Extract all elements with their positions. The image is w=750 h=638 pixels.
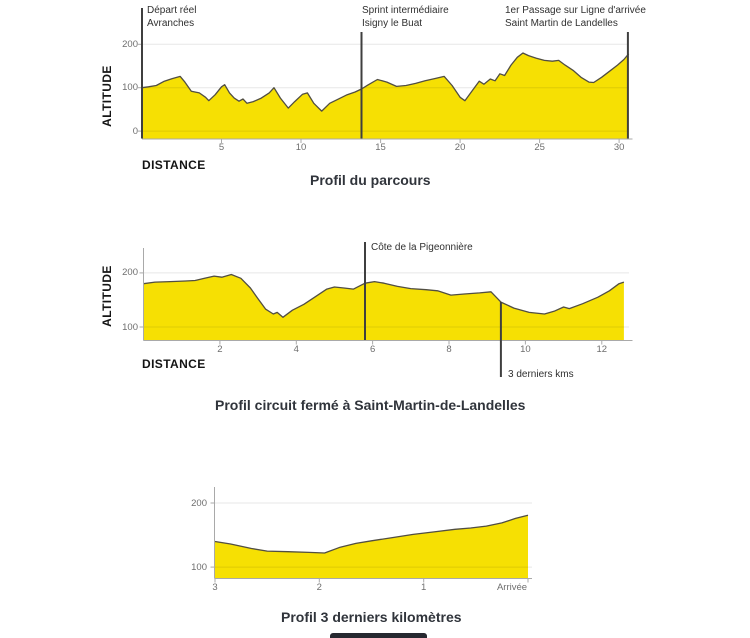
chart1-title: Profil du parcours [310,172,431,188]
chart2-profile-line [143,273,625,318]
chart3-profile-line [214,514,529,554]
chart1-annotation-text-2: 1er Passage sur Ligne d'arrivée Saint Mar… [505,4,646,30]
chart2-annotation-text-0: Côte de la Pigeonnière [371,241,473,254]
chart2-annotation-text-1: 3 derniers kms [508,368,574,381]
chart1-y-tick-label: 0 [132,125,138,137]
chart2-x-tick-label: 2 [217,343,223,355]
chart2-y-tick-label: 100 [122,321,138,333]
chart1-annotation-text-1: Sprint intermédiaire Isigny le Buat [362,4,449,30]
chart3-area-fill [215,515,528,578]
chart2-x-tick-label: 12 [596,343,608,355]
chart2-x-tick-label: 8 [446,343,452,355]
chart1-profile-line [141,52,630,112]
chart3-x-tick-label: 3 [212,581,218,593]
chart1-y-axis-label: ALTITUDE [100,65,114,127]
chart1-y-tick-label: 200 [122,38,138,50]
chart3-y-tick-label: 200 [191,497,207,509]
chart1-annotation-text-1-line-0: Sprint intermédiaire [362,5,449,16]
chart1-annotation-text-2-line-1: Saint Martin de Landelles [505,18,618,29]
chart2-x-tick-label: 10 [520,343,531,355]
chart1-y-tick-label: 100 [122,82,138,94]
chart1-annotation-text-0: Départ réel Avranches [147,4,196,30]
chart1-x-axis-label: DISTANCE [142,158,206,172]
chart2-annotation-text-0-line-0: Côte de la Pigeonnière [371,242,473,253]
chart2-x-tick-label: 6 [369,343,376,355]
chart3-y-tick-label: 100 [191,561,207,573]
chart3-x-tick-label: 2 [316,581,322,593]
chart1-annotation-text-0-line-0: Départ réel [147,5,197,16]
chart2-x-axis-label: DISTANCE [142,357,206,371]
chart1-x-tick-label: 20 [454,142,466,153]
chart2-y-tick-label: 200 [122,267,138,279]
chart1-annotation-text-1-line-1: Isigny le Buat [362,18,423,29]
bottom-cutoff-bar [330,633,427,638]
chart1-x-tick-label: 10 [295,142,307,153]
chart1-x-tick-label: 25 [534,142,545,153]
chart1-x-tick-label: 30 [613,142,625,153]
chart3-x-tick-label: Arrivée [496,581,528,593]
chart2-title: Profil circuit fermé à Saint-Martin-de-L… [215,397,526,413]
chart3-x-tick-label: 1 [421,581,427,593]
chart1-area-fill [142,53,629,139]
chart2-x-tick-label: 4 [293,343,299,355]
chart3-title: Profil 3 derniers kilomètres [281,609,462,625]
chart1-x-tick-label: 15 [375,142,386,153]
chart1-x-tick-label: 5 [218,142,225,153]
chart1-annotation-text-2-line-0: 1er Passage sur Ligne d'arrivée [505,5,646,16]
chart2-area-fill [143,274,624,340]
chart1-annotation-text-0-line-1: Avranches [147,18,195,29]
chart2-annotation-text-1-line-0: 3 derniers kms [508,369,574,380]
chart2-y-axis-label: ALTITUDE [100,265,114,327]
